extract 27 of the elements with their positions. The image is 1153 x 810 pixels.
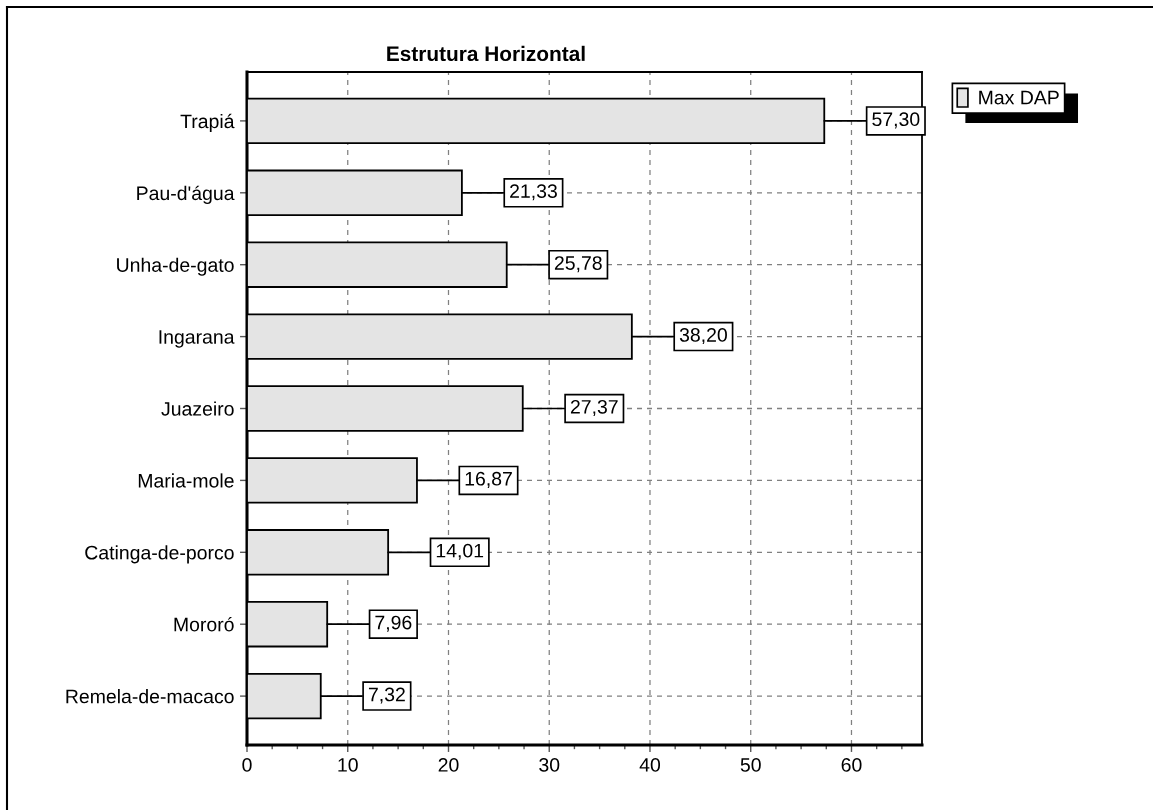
- data-label: 14,01: [436, 543, 484, 560]
- y-tick-label: Mororó: [174, 616, 234, 632]
- y-tick-label: Unha-de-gato: [117, 257, 234, 276]
- y-tick-label: Remela-de-macaco: [66, 689, 234, 704]
- y-tick-label: Juazeiro: [161, 401, 234, 416]
- legend-label: Max DAP: [979, 90, 1059, 105]
- data-label: 27,37: [570, 399, 618, 417]
- data-label: 57,30: [872, 112, 920, 129]
- data-label: 38,20: [679, 328, 727, 345]
- y-tick-label: Pau-d'água: [137, 185, 235, 204]
- data-label: 25,78: [554, 256, 602, 273]
- x-tick-label: 50: [740, 758, 761, 772]
- x-tick-label: 0: [242, 758, 252, 772]
- y-tick-label: Ingarana: [159, 330, 235, 348]
- x-tick-label: 40: [639, 758, 661, 772]
- y-tick-label: Maria-mole: [138, 473, 234, 488]
- x-tick-label: 30: [539, 758, 560, 772]
- data-label: 16,87: [465, 471, 512, 488]
- x-tick-label: 60: [841, 758, 862, 772]
- x-tick-label: 10: [338, 758, 358, 772]
- y-tick-label: Catinga-de-porco: [85, 545, 234, 564]
- data-label: 7,32: [368, 687, 405, 704]
- x-tick-label: 20: [438, 758, 459, 772]
- data-label: 7,96: [375, 615, 412, 632]
- data-label: 21,33: [510, 184, 557, 201]
- chart-title: Estrutura Horizontal: [387, 45, 585, 62]
- y-tick-label: Trapiá: [180, 113, 235, 133]
